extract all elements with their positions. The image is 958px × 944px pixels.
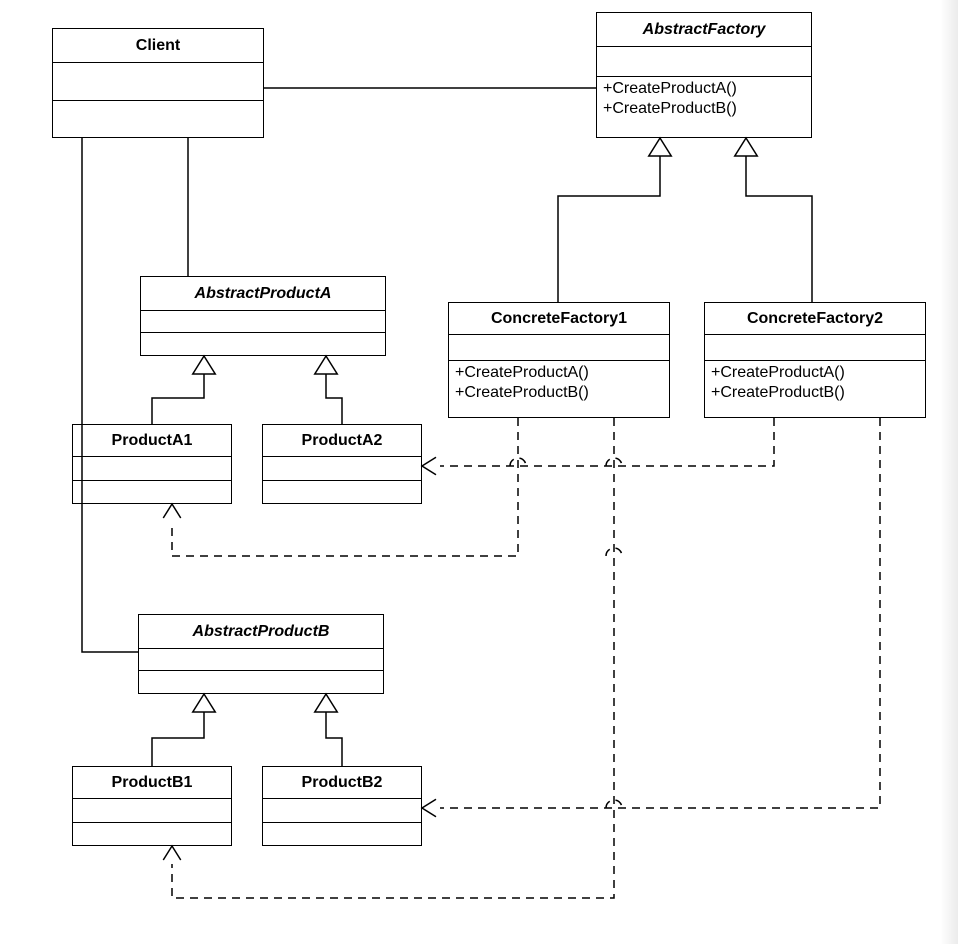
op: +CreateProductA() (455, 363, 663, 383)
class-attrs (73, 799, 231, 823)
class-concrete-factory-1: ConcreteFactory1 +CreateProductA() +Crea… (448, 302, 670, 418)
op: +CreateProductA() (603, 79, 805, 99)
class-name: AbstractProductA (141, 277, 385, 311)
class-attrs (449, 335, 669, 361)
op: +CreateProductB() (455, 383, 663, 403)
class-product-b2: ProductB2 (262, 766, 422, 846)
class-attrs (263, 799, 421, 823)
class-ops: +CreateProductA() +CreateProductB() (597, 77, 811, 121)
class-name: ConcreteFactory2 (705, 303, 925, 335)
op: +CreateProductB() (603, 99, 805, 119)
class-name: AbstractProductB (139, 615, 383, 649)
class-ops (139, 671, 383, 691)
class-abstract-product-b: AbstractProductB (138, 614, 384, 694)
class-ops (53, 101, 263, 121)
class-name: AbstractFactory (597, 13, 811, 47)
class-product-a2: ProductA2 (262, 424, 422, 504)
class-ops (263, 823, 421, 843)
class-product-b1: ProductB1 (72, 766, 232, 846)
class-ops: +CreateProductA() +CreateProductB() (705, 361, 925, 405)
class-attrs (73, 457, 231, 481)
class-abstract-factory: AbstractFactory +CreateProductA() +Creat… (596, 12, 812, 138)
class-client: Client (52, 28, 264, 138)
class-ops (141, 333, 385, 353)
class-ops: +CreateProductA() +CreateProductB() (449, 361, 669, 405)
class-ops (73, 481, 231, 501)
class-attrs (141, 311, 385, 333)
class-name: ProductB1 (73, 767, 231, 799)
class-name: Client (53, 29, 263, 63)
class-attrs (705, 335, 925, 361)
op: +CreateProductB() (711, 383, 919, 403)
class-name: ProductA1 (73, 425, 231, 457)
class-name: ConcreteFactory1 (449, 303, 669, 335)
op: +CreateProductA() (711, 363, 919, 383)
class-concrete-factory-2: ConcreteFactory2 +CreateProductA() +Crea… (704, 302, 926, 418)
class-name: ProductB2 (263, 767, 421, 799)
class-name: ProductA2 (263, 425, 421, 457)
class-ops (73, 823, 231, 843)
class-product-a1: ProductA1 (72, 424, 232, 504)
class-abstract-product-a: AbstractProductA (140, 276, 386, 356)
class-attrs (263, 457, 421, 481)
class-attrs (597, 47, 811, 77)
class-attrs (139, 649, 383, 671)
class-ops (263, 481, 421, 501)
page-shadow (940, 0, 958, 944)
class-attrs (53, 63, 263, 101)
